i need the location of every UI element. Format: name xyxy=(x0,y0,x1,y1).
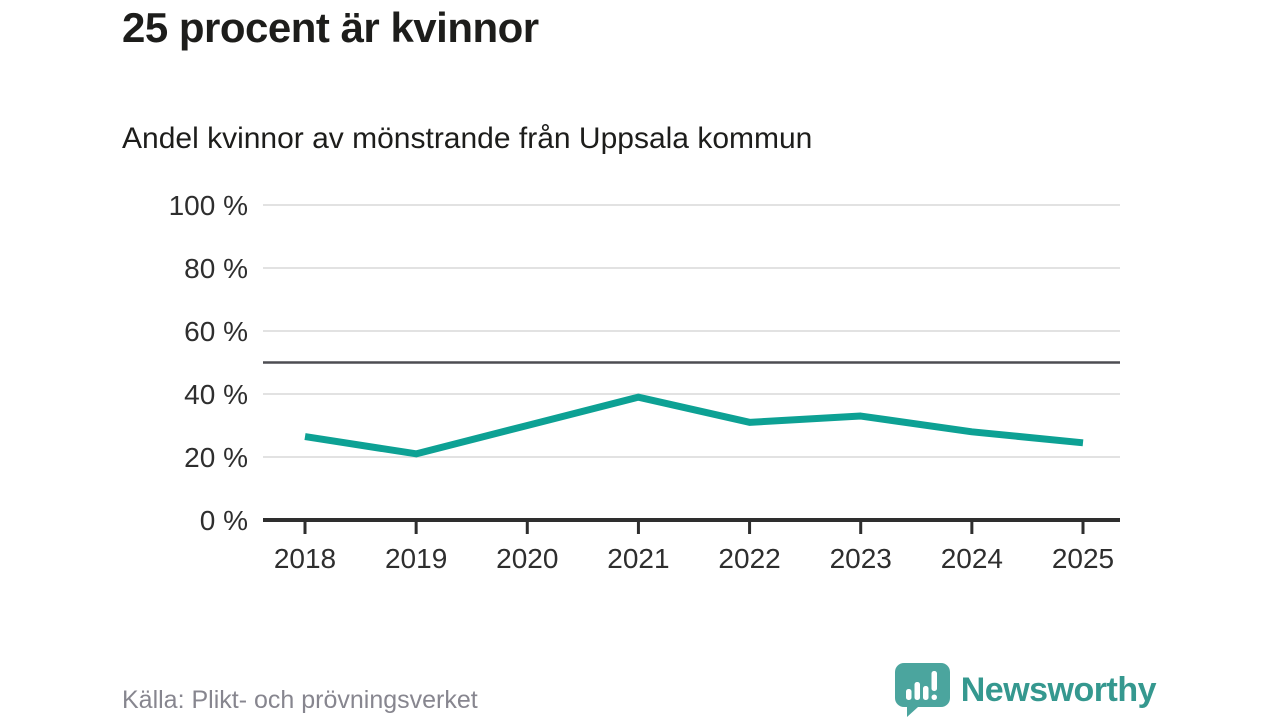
bar-2 xyxy=(914,682,920,700)
bar-3 xyxy=(922,686,929,700)
chart-subtitle: Andel kvinnor av mönstrande från Uppsala… xyxy=(122,122,813,155)
x-tick-label: 2019 xyxy=(385,543,447,574)
y-tick-label: 20 % xyxy=(184,442,248,473)
exclamation-dot xyxy=(931,694,937,700)
x-tick-label: 2018 xyxy=(274,543,336,574)
chart-bars-speech-bubble-icon xyxy=(894,663,950,717)
bar-1 xyxy=(905,689,912,700)
x-tick-label: 2025 xyxy=(1052,543,1114,574)
y-tick-label: 0 % xyxy=(200,505,248,536)
speech-bubble-shape xyxy=(894,663,950,717)
y-tick-label: 40 % xyxy=(184,379,248,410)
x-tick-label: 2023 xyxy=(830,543,892,574)
y-tick-label: 100 % xyxy=(169,190,248,221)
x-tick-label: 2022 xyxy=(718,543,780,574)
line-chart: 0 % 20 % 40 % 60 % 80 % 100 % 2018 2019 2020 2021… xyxy=(169,190,1120,574)
x-tick-label: 2020 xyxy=(496,543,558,574)
y-tick-label: 60 % xyxy=(184,316,248,347)
brand-name: Newsworthy xyxy=(960,671,1157,709)
exclamation-bar xyxy=(931,671,937,691)
x-tick-label: 2024 xyxy=(941,543,1003,574)
source-note: Källa: Plikt- och prövningsverket xyxy=(122,686,478,714)
page-title: 25 procent är kvinnor xyxy=(122,4,539,51)
data-line xyxy=(304,393,1084,458)
x-tick-label: 2021 xyxy=(607,543,669,574)
y-tick-label: 80 % xyxy=(184,253,248,284)
newsworthy-logo: Newsworthy xyxy=(894,663,1157,718)
